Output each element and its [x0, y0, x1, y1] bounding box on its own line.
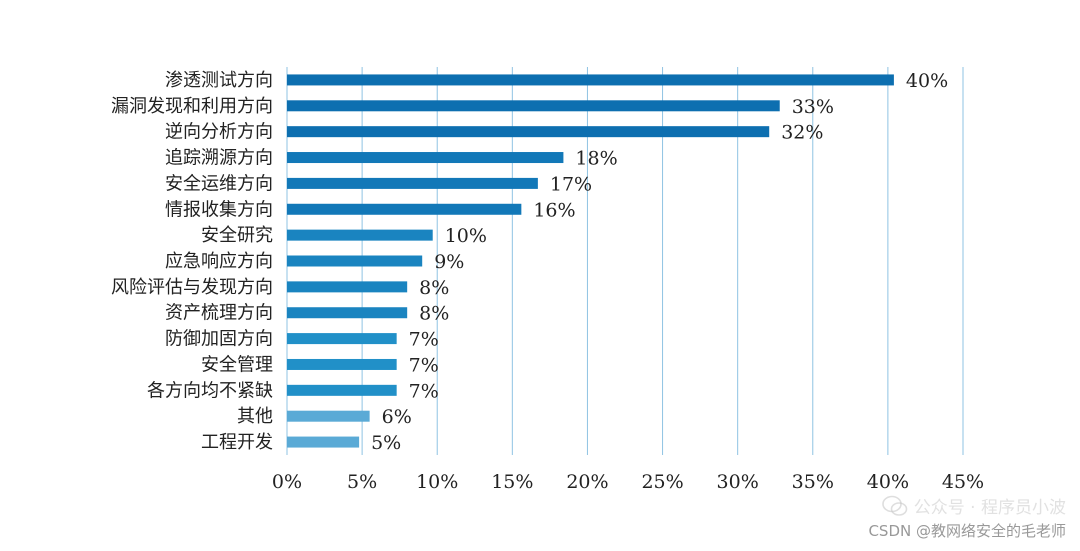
value-label-11: 7%	[409, 329, 439, 351]
x-tick-label-0: 0%	[272, 471, 302, 493]
bar-4	[287, 152, 564, 164]
x-tick-label-35: 35%	[792, 471, 834, 493]
watermark-csdn: CSDN @教网络安全的毛老师	[868, 522, 1066, 540]
x-tick-label-30: 30%	[717, 471, 759, 493]
bar-5	[287, 177, 538, 189]
bar-7	[287, 229, 433, 241]
value-label-3: 32%	[781, 122, 823, 144]
bar-3	[287, 126, 770, 138]
category-label-14: 其他	[237, 406, 273, 427]
value-label-12: 7%	[409, 354, 439, 376]
category-label-9: 风险评估与发现方向	[111, 277, 273, 298]
value-label-7: 10%	[445, 225, 487, 247]
x-tick-label-10: 10%	[416, 471, 458, 493]
category-label-3: 逆向分析方向	[165, 122, 273, 143]
value-label-8: 9%	[434, 251, 464, 273]
value-label-13: 7%	[409, 380, 439, 402]
category-label-7: 安全研究	[201, 225, 273, 246]
bar-1	[287, 74, 894, 86]
bar-13	[287, 384, 397, 396]
bar-8	[287, 255, 423, 267]
value-label-10: 8%	[419, 303, 449, 325]
value-label-6: 16%	[533, 199, 575, 221]
x-tick-label-40: 40%	[867, 471, 909, 493]
category-label-15: 工程开发	[201, 432, 273, 453]
x-tick-label-25: 25%	[641, 471, 683, 493]
category-label-4: 追踪溯源方向	[165, 148, 273, 169]
watermark-account: 公众号 · 程序员小波	[913, 498, 1066, 518]
category-label-13: 各方向均不紧缺	[147, 380, 273, 401]
value-label-14: 6%	[382, 406, 412, 428]
x-tick-label-45: 45%	[942, 471, 984, 493]
watermark: 公众号 · 程序员小波 CSDN @教网络安全的毛老师	[868, 493, 1066, 541]
value-label-1: 40%	[906, 70, 948, 92]
category-label-2: 漏洞发现和利用方向	[111, 96, 273, 117]
wechat-icon	[881, 495, 908, 516]
category-label-6: 情报收集方向	[165, 199, 273, 220]
bar-6	[287, 203, 522, 215]
category-label-12: 安全管理	[201, 354, 273, 375]
x-tick-label-15: 15%	[491, 471, 533, 493]
bar-14	[287, 410, 370, 422]
category-label-5: 安全运维方向	[165, 173, 273, 194]
value-label-9: 8%	[419, 277, 449, 299]
bar-15	[287, 436, 360, 448]
value-label-2: 33%	[792, 96, 834, 118]
bar-12	[287, 358, 397, 370]
category-label-8: 应急响应方向	[165, 251, 273, 272]
value-label-15: 5%	[371, 432, 401, 454]
category-label-10: 资产梳理方向	[165, 303, 273, 324]
bar-11	[287, 333, 397, 345]
category-label-1: 渗透测试方向	[165, 70, 273, 91]
value-label-4: 18%	[575, 148, 617, 170]
bar-10	[287, 307, 408, 319]
bar-2	[287, 100, 780, 112]
x-tick-label-5: 5%	[347, 471, 377, 493]
category-label-11: 防御加固方向	[165, 329, 273, 350]
value-label-5: 17%	[550, 173, 592, 195]
bar-9	[287, 281, 408, 293]
x-tick-label-20: 20%	[566, 471, 608, 493]
